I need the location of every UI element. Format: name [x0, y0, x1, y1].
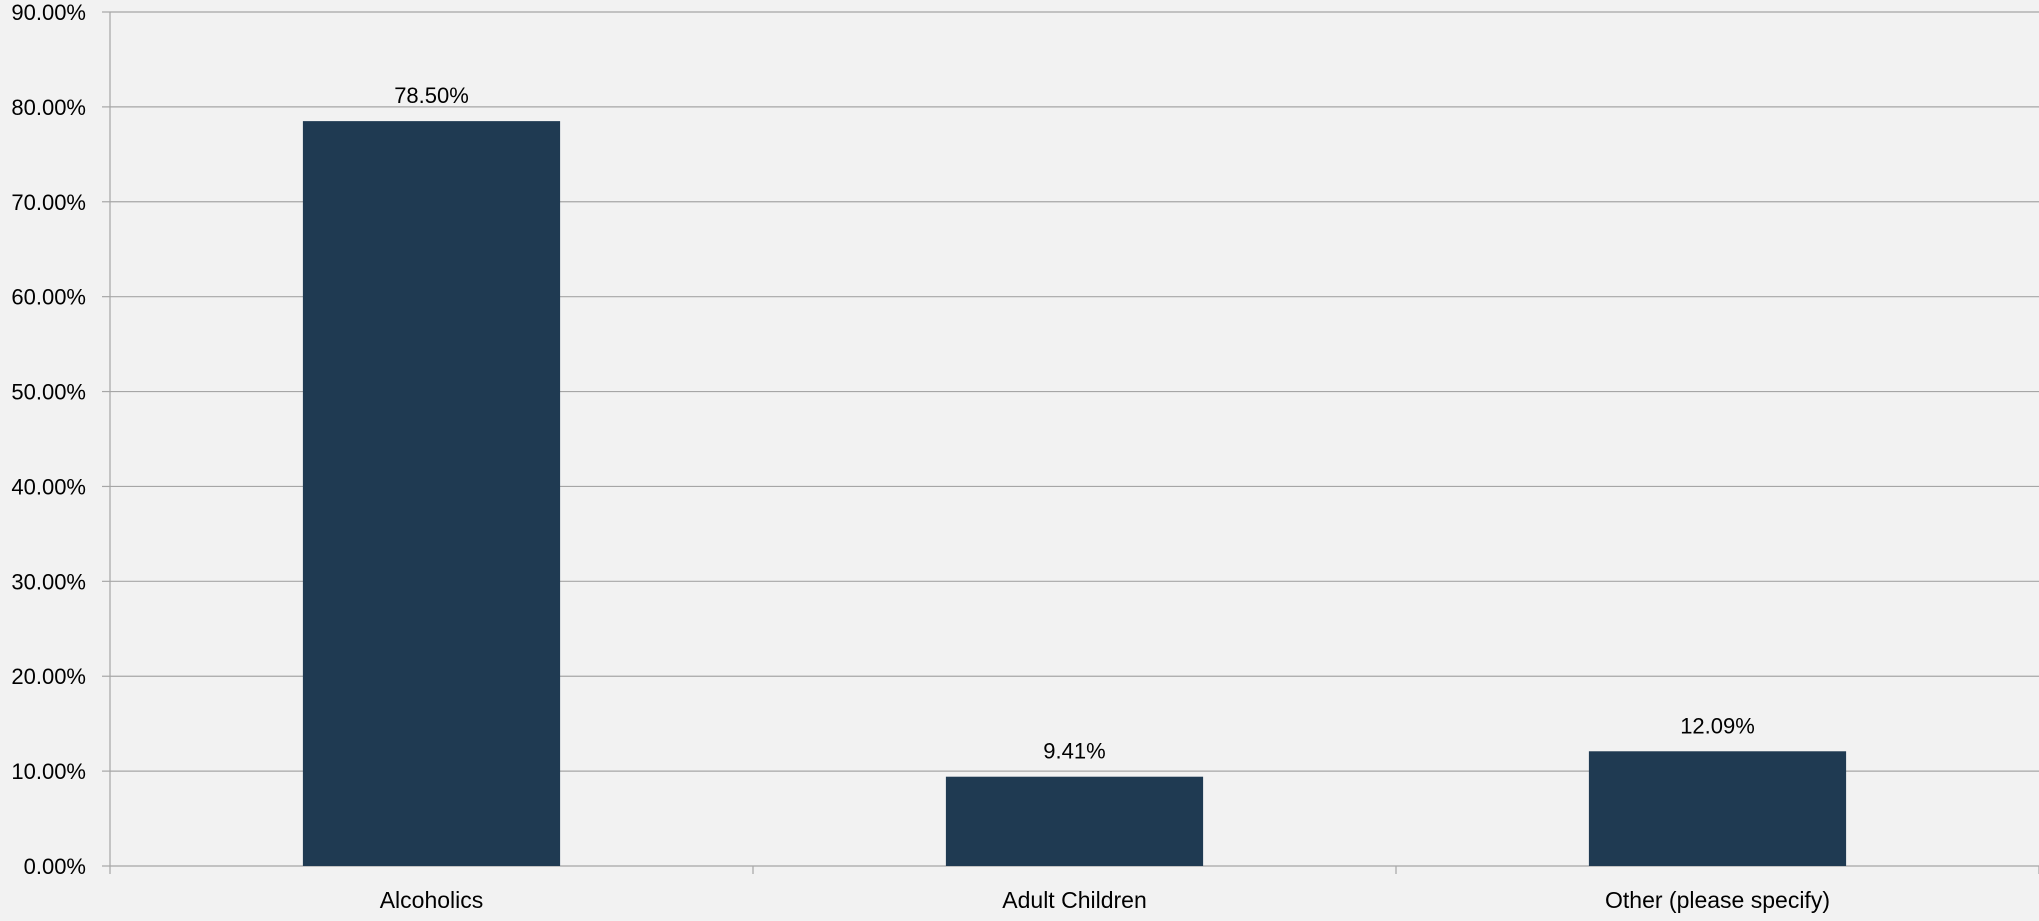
y-tick-label: 30.00% — [11, 569, 86, 594]
y-tick-label: 60.00% — [11, 285, 86, 310]
y-tick-label: 90.00% — [11, 0, 86, 25]
data-label-0: 78.50% — [394, 83, 469, 108]
x-tick-label-2: Other (please specify) — [1605, 887, 1830, 913]
y-tick-label: 40.00% — [11, 474, 86, 499]
bar-1 — [945, 776, 1204, 866]
data-label-2: 12.09% — [1680, 713, 1755, 738]
bar-2 — [1588, 751, 1847, 866]
y-tick-label: 50.00% — [11, 380, 86, 405]
data-label-1: 9.41% — [1043, 739, 1105, 764]
y-tick-label: 10.00% — [11, 759, 86, 784]
labels: 0.00% 10.00% 20.00% 30.00% 40.00% 50.00% 60.00… — [11, 0, 1830, 913]
y-tick-label: 70.00% — [11, 190, 86, 215]
bar-0 — [302, 121, 561, 867]
y-tick-label: 20.00% — [11, 664, 86, 689]
x-tick-label-0: Alcoholics — [380, 887, 484, 913]
y-tick-label: 80.00% — [11, 95, 86, 120]
y-tick-label: 0.00% — [24, 854, 86, 879]
x-tick-label-1: Adult Children — [1002, 887, 1146, 913]
bars — [302, 121, 1847, 867]
